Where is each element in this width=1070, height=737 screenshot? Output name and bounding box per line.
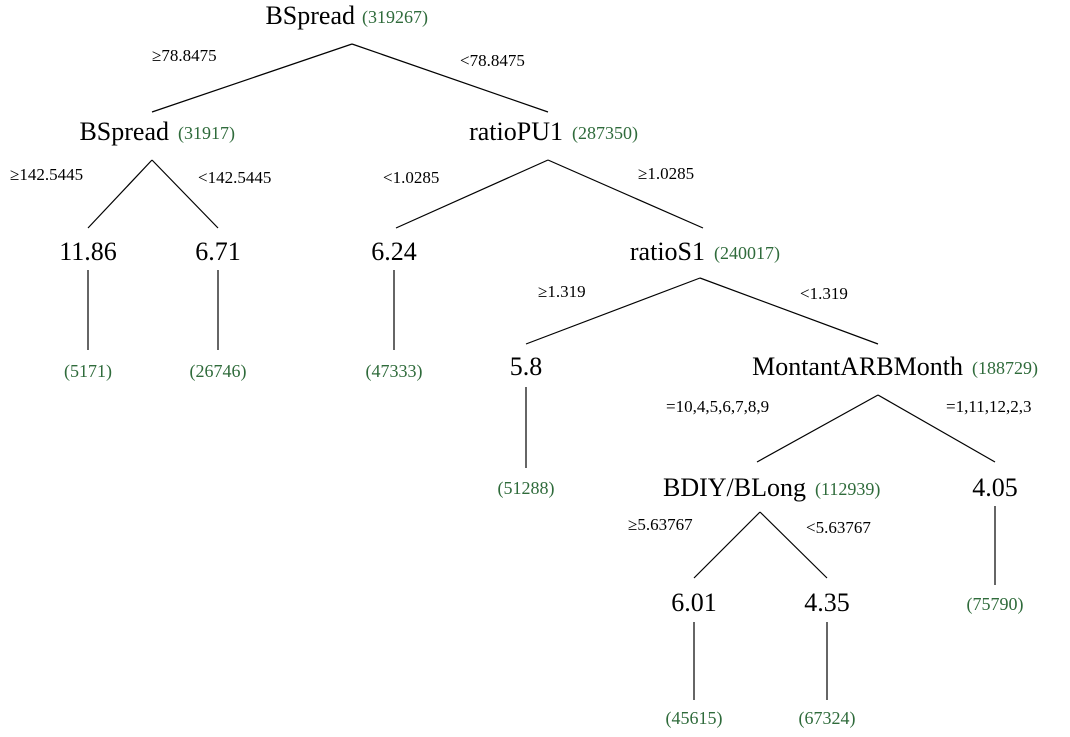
- node-count: (240017): [714, 243, 780, 264]
- leaf-value: 6.01: [671, 588, 717, 617]
- node-label: BSpread: [265, 1, 355, 30]
- branch: [395, 159, 549, 229]
- branch: [756, 394, 879, 463]
- connectors: [87, 43, 996, 700]
- branch: [877, 394, 996, 463]
- leaf-count: (51288): [498, 478, 555, 499]
- branch: [151, 43, 353, 113]
- edge-label: ≥78.8475: [152, 46, 217, 65]
- leaf-value: 6.24: [371, 237, 417, 266]
- leaf-count: (67324): [799, 708, 856, 729]
- node-count: (31917): [178, 123, 235, 144]
- node-count: (319267): [362, 7, 428, 28]
- branch: [693, 511, 761, 579]
- leaf-value: 5.8: [510, 352, 543, 381]
- edge-label: <5.63767: [806, 518, 871, 537]
- leaf-value: 6.71: [195, 237, 241, 266]
- node-label: ratioS1: [630, 237, 705, 266]
- leaf-count: (47333): [366, 361, 423, 382]
- edge-label: <142.5445: [198, 168, 271, 187]
- branch: [351, 43, 549, 113]
- node-label: ratioPU1: [469, 117, 563, 146]
- edge-label: =1,11,12,2,3: [946, 397, 1031, 416]
- leaf-value: 4.05: [972, 473, 1018, 502]
- branch: [151, 159, 219, 229]
- leaf-count: (26746): [190, 361, 247, 382]
- node-count: (188729): [972, 358, 1038, 379]
- node-count: (112939): [815, 479, 880, 500]
- edge-label: =10,4,5,6,7,8,9: [666, 397, 769, 416]
- node-count: (287350): [572, 123, 638, 144]
- branch: [525, 277, 701, 345]
- branch: [87, 159, 153, 229]
- edge-label: ≥142.5445: [10, 165, 83, 184]
- edge-label: <1.319: [800, 284, 848, 303]
- edge-label: ≥5.63767: [628, 515, 693, 534]
- branch: [759, 511, 828, 579]
- leaf-value: 11.86: [59, 237, 117, 266]
- leaf-count: (75790): [967, 594, 1024, 615]
- node-label: MontantARBMonth: [752, 352, 963, 381]
- branch: [699, 277, 879, 345]
- edge-label: <1.0285: [383, 168, 439, 187]
- node-label: BDIY/BLong: [663, 473, 806, 502]
- node-label: BSpread: [79, 117, 169, 146]
- edge-label: ≥1.319: [538, 282, 586, 301]
- branch: [547, 159, 704, 229]
- leaf-count: (45615): [666, 708, 723, 729]
- leaf-value: 4.35: [804, 588, 850, 617]
- edge-label: ≥1.0285: [638, 164, 694, 183]
- edge-label: <78.8475: [460, 51, 525, 70]
- leaf-count: (5171): [64, 361, 112, 382]
